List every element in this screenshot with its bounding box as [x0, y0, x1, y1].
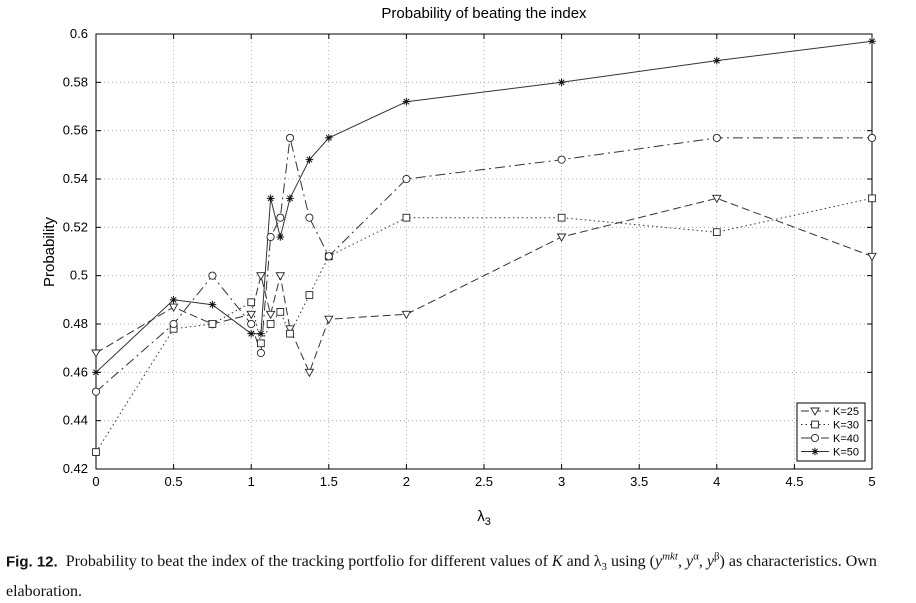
data-point-k-25	[867, 252, 877, 262]
figure-caption: Fig. 12. Probability to beat the index o…	[6, 546, 912, 603]
data-point-k-30	[208, 320, 217, 328]
data-point-k-50	[92, 368, 100, 377]
data-point-k-50	[402, 97, 411, 106]
grid	[96, 34, 872, 469]
data-point-k-40	[402, 174, 411, 184]
data-point-k-50	[305, 155, 314, 164]
line-chart: Probability of beating the index 0 0.5 1 1.…	[41, 5, 877, 528]
y-tick-label: 0.42	[63, 461, 88, 476]
data-point-k-50	[325, 134, 333, 142]
legend-marker-k-30	[811, 420, 819, 429]
series-line-k-40	[96, 137, 872, 393]
data-point-k-30	[305, 291, 314, 299]
data-point-k-50	[247, 329, 255, 338]
x-tick-label: 5	[868, 474, 875, 489]
x-tick-label: 4.5	[785, 474, 803, 489]
data-point-k-50	[286, 194, 294, 203]
data-point-k-30	[402, 213, 411, 222]
data-point-k-25	[256, 272, 266, 281]
y-axis-label: Probability	[41, 216, 58, 287]
y-tick-label: 0.56	[63, 123, 88, 138]
x-tick-label: 0.5	[165, 474, 183, 489]
legend-marker-k-50	[811, 447, 819, 456]
data-point-k-30	[266, 320, 275, 328]
data-point-k-30	[92, 448, 100, 456]
marker-group	[91, 37, 877, 456]
data-point-k-50	[713, 56, 721, 65]
data-point-k-30	[257, 339, 265, 348]
data-point-k-40	[266, 232, 275, 242]
x-tick-label: 2	[403, 474, 410, 489]
legend-marker-k-25	[810, 407, 820, 416]
data-point-k-40	[91, 387, 101, 396]
legend-marker-k-40	[810, 433, 820, 443]
data-point-k-30	[286, 329, 294, 338]
data-point-k-25	[275, 272, 286, 281]
series-group	[96, 40, 872, 453]
data-point-k-50	[257, 329, 265, 338]
series-line-k-30	[96, 197, 872, 453]
x-tick-label: 1	[248, 474, 255, 489]
data-point-k-40	[324, 252, 333, 261]
data-point-k-40	[247, 319, 256, 329]
data-point-k-40	[276, 213, 285, 222]
data-point-k-25	[285, 325, 295, 334]
y-tick-label: 0.48	[63, 316, 88, 331]
data-point-k-40	[712, 133, 721, 142]
data-point-k-50	[276, 233, 285, 241]
data-point-k-25	[265, 310, 276, 320]
x-tick-label: 3.5	[630, 474, 648, 489]
x-axis-label: λ3	[477, 508, 491, 528]
x-tick-label: 1.5	[320, 474, 338, 489]
data-point-k-50	[169, 296, 178, 304]
x-tick-label: 4	[713, 474, 720, 489]
data-point-k-40	[208, 271, 217, 280]
data-point-k-25	[556, 233, 567, 242]
data-point-k-25	[324, 315, 334, 325]
data-point-k-25	[168, 303, 179, 312]
y-tick-label: 0.44	[63, 413, 88, 428]
x-tick-label: 2.5	[475, 474, 493, 489]
data-point-k-40	[169, 319, 178, 329]
data-point-k-50	[557, 78, 566, 87]
data-point-k-25	[246, 310, 256, 320]
y-tick-label: 0.54	[63, 171, 88, 186]
data-point-k-25	[401, 310, 412, 320]
y-tick-label: 0.58	[63, 74, 88, 89]
data-point-k-30	[868, 194, 876, 203]
y-tick-label: 0.46	[63, 364, 88, 379]
series-line-k-50	[96, 40, 872, 373]
data-point-k-50	[868, 37, 876, 46]
x-tick-label: 3	[558, 474, 565, 489]
data-point-k-50	[266, 194, 275, 203]
chart-title: Probability of beating the index	[381, 5, 587, 22]
data-point-k-25	[712, 194, 722, 204]
data-point-k-40	[305, 213, 314, 222]
axis-ticks: 0 0.5 1 1.5 2 2.5 3 3.5 4 4.5 5 0.42 0.44 0.46 0.48 0.5…	[63, 26, 876, 489]
y-tick-label: 0.5	[70, 268, 88, 283]
legend-label-k-50: K=50	[833, 447, 859, 459]
data-point-k-25	[304, 368, 315, 378]
legend-label-k-40: K=40	[833, 433, 859, 445]
data-point-k-30	[557, 213, 566, 222]
data-point-k-40	[557, 155, 566, 164]
data-point-k-30	[276, 308, 285, 316]
legend-label-k-25: K=25	[833, 406, 859, 418]
plot-frame	[95, 33, 873, 470]
data-point-k-30	[247, 298, 256, 307]
data-point-k-30	[712, 228, 721, 237]
series-line-k-25	[96, 197, 872, 374]
y-tick-label: 0.6	[70, 26, 88, 41]
data-point-k-40	[285, 133, 295, 142]
x-tick-label: 0	[92, 474, 99, 489]
data-point-k-40	[256, 348, 265, 358]
y-tick-label: 0.52	[63, 219, 88, 234]
legend: K=25 K=30K=40 K=50	[796, 402, 866, 462]
legend-label-k-30: K=30	[833, 420, 859, 432]
data-point-k-25	[91, 349, 101, 358]
figure-label: Fig. 12.	[6, 553, 58, 571]
data-point-k-40	[867, 133, 877, 142]
data-point-k-50	[208, 300, 217, 309]
